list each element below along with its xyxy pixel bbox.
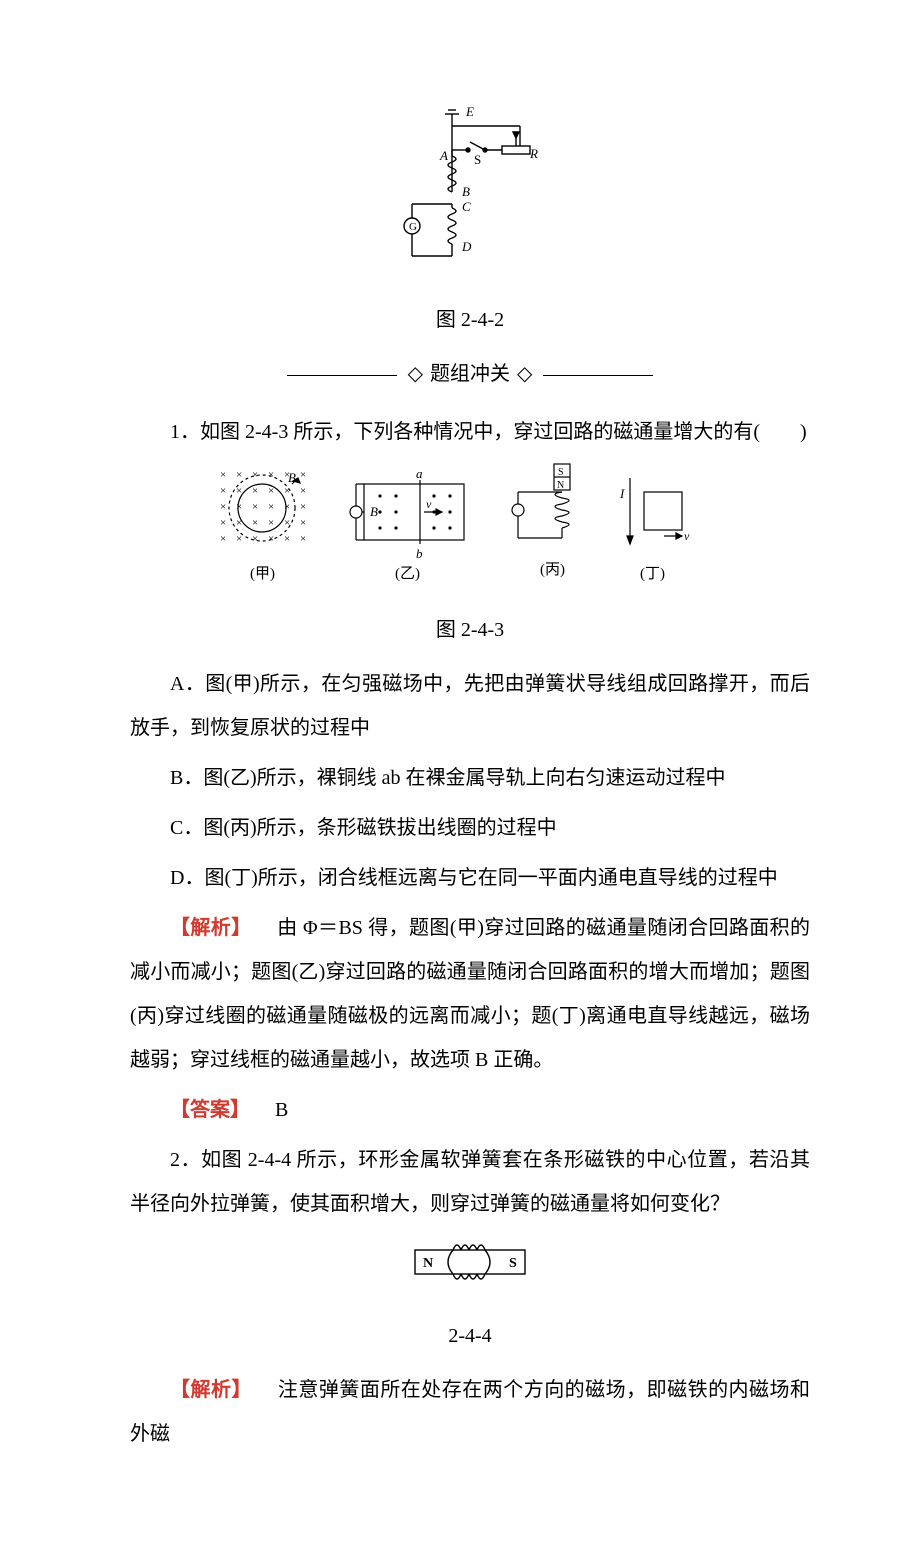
section-divider: ◇ 题组冲关 ◇ bbox=[130, 352, 810, 396]
svg-text:×: × bbox=[268, 533, 274, 545]
svg-text:N: N bbox=[557, 480, 564, 491]
svg-text:B: B bbox=[370, 504, 378, 519]
figure-2-4-4: N S bbox=[130, 1232, 810, 1308]
svg-text:(甲): (甲) bbox=[250, 566, 275, 582]
q1-answer-value: B bbox=[275, 1099, 288, 1121]
figure-2-4-2-caption: 图 2-4-2 bbox=[130, 298, 810, 342]
svg-text:×: × bbox=[268, 501, 274, 513]
svg-text:C: C bbox=[462, 199, 471, 214]
magnet-spring-icon: N S bbox=[395, 1232, 545, 1292]
svg-text:×: × bbox=[220, 485, 226, 497]
q2-stem: 2．如图 2-4-4 所示，环形金属软弹簧套在条形磁铁的中心位置，若沿其半径向外… bbox=[130, 1138, 810, 1226]
answer-tag: 【答案】 bbox=[170, 1099, 250, 1121]
svg-text:×: × bbox=[268, 517, 274, 529]
svg-text:S: S bbox=[474, 152, 481, 167]
svg-text:(丙): (丙) bbox=[540, 562, 565, 578]
diamond-left-icon: ◇ bbox=[408, 363, 423, 385]
svg-text:a: a bbox=[416, 466, 423, 481]
svg-text:×: × bbox=[252, 517, 258, 529]
rule-left bbox=[287, 375, 397, 376]
svg-text:×: × bbox=[300, 485, 306, 497]
q1-option-d: D．图(丁)所示，闭合线框远离与它在同一平面内通电直导线的过程中 bbox=[130, 856, 810, 900]
svg-text:S: S bbox=[558, 467, 564, 478]
q1-answer: 【答案】 B bbox=[130, 1088, 810, 1132]
svg-text:×: × bbox=[252, 533, 258, 545]
svg-text:D: D bbox=[461, 239, 472, 254]
q1-option-c: C．图(丙)所示，条形磁铁拔出线圈的过程中 bbox=[130, 806, 810, 850]
figure-2-4-3: ×××××× ×××××× ×××××× ×××××× ×××××× B (甲) bbox=[130, 460, 810, 606]
q1-analysis-text: 由 Φ＝BS 得，题图(甲)穿过回路的磁通量随闭合回路面积的减小而减小；题图(乙… bbox=[130, 917, 810, 1071]
svg-text:×: × bbox=[300, 501, 306, 513]
svg-text:×: × bbox=[300, 469, 306, 481]
svg-text:×: × bbox=[300, 533, 306, 545]
analysis-tag: 【解析】 bbox=[170, 917, 252, 939]
svg-text:×: × bbox=[220, 469, 226, 481]
q2-analysis: 【解析】 注意弹簧面所在处存在两个方向的磁场，即磁铁的内磁场和外磁 bbox=[130, 1368, 810, 1456]
svg-text:N: N bbox=[423, 1256, 433, 1271]
circuit-diagram-icon: E R S A B bbox=[390, 106, 550, 276]
svg-text:×: × bbox=[252, 485, 258, 497]
svg-text:G: G bbox=[409, 221, 417, 233]
svg-text:×: × bbox=[252, 501, 258, 513]
rule-right bbox=[543, 375, 653, 376]
svg-text:×: × bbox=[284, 533, 290, 545]
svg-text:B: B bbox=[288, 470, 296, 485]
q1-stem: 1．如图 2-4-3 所示，下列各种情况中，穿过回路的磁通量增大的有( ) bbox=[130, 410, 810, 454]
svg-text:(丁): (丁) bbox=[640, 566, 665, 582]
svg-text:B: B bbox=[462, 184, 470, 199]
svg-text:×: × bbox=[300, 517, 306, 529]
svg-text:×: × bbox=[220, 533, 226, 545]
svg-text:R: R bbox=[529, 146, 538, 161]
svg-text:(乙): (乙) bbox=[395, 566, 420, 582]
svg-text:v: v bbox=[684, 529, 690, 543]
svg-text:E: E bbox=[465, 106, 474, 119]
svg-text:v: v bbox=[426, 497, 432, 511]
divider-label: 题组冲关 bbox=[430, 363, 510, 385]
four-panel-diagram-icon: ×××××× ×××××× ×××××× ×××××× ×××××× B (甲) bbox=[200, 460, 740, 590]
figure-2-4-4-caption: 2-4-4 bbox=[130, 1314, 810, 1358]
svg-text:b: b bbox=[416, 546, 423, 561]
q1-analysis: 【解析】 由 Φ＝BS 得，题图(甲)穿过回路的磁通量随闭合回路面积的减小而减小… bbox=[130, 906, 810, 1082]
svg-text:I: I bbox=[619, 486, 625, 501]
diamond-right-icon: ◇ bbox=[517, 363, 532, 385]
svg-text:×: × bbox=[268, 469, 274, 481]
svg-text:×: × bbox=[236, 469, 242, 481]
figure-2-4-2: E R S A B bbox=[130, 106, 810, 292]
figure-2-4-3-caption: 图 2-4-3 bbox=[130, 608, 810, 652]
svg-text:×: × bbox=[236, 517, 242, 529]
analysis-tag-2: 【解析】 bbox=[170, 1379, 252, 1401]
svg-text:×: × bbox=[236, 533, 242, 545]
svg-text:×: × bbox=[220, 517, 226, 529]
svg-text:×: × bbox=[284, 485, 290, 497]
svg-text:×: × bbox=[220, 501, 226, 513]
q1-option-b: B．图(乙)所示，裸铜线 ab 在裸金属导轨上向右匀速运动过程中 bbox=[130, 756, 810, 800]
q1-option-a: A．图(甲)所示，在匀强磁场中，先把由弹簧状导线组成回路撑开，而后放手，到恢复原… bbox=[130, 662, 810, 750]
svg-text:S: S bbox=[509, 1256, 517, 1271]
svg-text:A: A bbox=[439, 148, 448, 163]
